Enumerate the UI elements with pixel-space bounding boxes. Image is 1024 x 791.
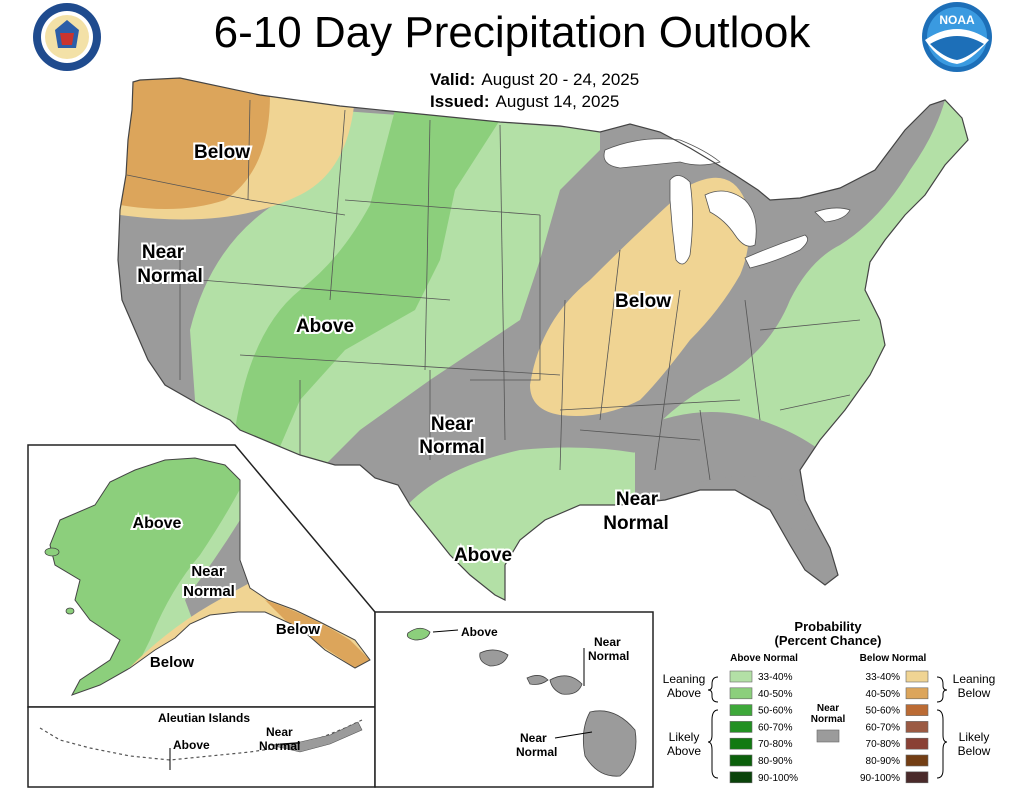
noaa-logo-icon: NOAA	[922, 2, 992, 72]
hawaii-near-bottom-1: Near	[520, 731, 547, 745]
legend-below-swatch	[905, 754, 929, 767]
issued-value: August 14, 2025	[495, 92, 620, 111]
legend-below-label: 80-90%	[866, 756, 901, 767]
legend-below-label: 70-80%	[866, 739, 901, 750]
issued-date: Issued: August 14, 2025	[430, 92, 619, 112]
legend-below-label: 50-60%	[866, 706, 901, 717]
label-se-near-1: Near	[616, 489, 659, 510]
legend-above-swatch	[729, 754, 753, 767]
legend-below-swatch	[905, 737, 929, 750]
valid-dates: Valid: August 20 - 24, 2025	[430, 70, 639, 90]
hawaii-near-top-2: Normal	[588, 649, 629, 663]
legend-below-swatch	[905, 687, 929, 700]
aleutian-title: Aleutian Islands	[158, 711, 250, 725]
legend-below-label: 33-40%	[866, 672, 901, 683]
conus-outline	[117, 77, 969, 601]
legend-below-swatch	[905, 704, 929, 716]
label-midwest-below: Below	[615, 291, 671, 312]
label-plains-near-2: Normal	[419, 437, 484, 458]
label-west-near-1: Near	[142, 242, 185, 263]
noaa-logo-text: NOAA	[939, 13, 975, 27]
legend-title-2: (Percent Chance)	[775, 633, 882, 648]
alaska-inset: Above Near Normal Below Below	[27, 444, 376, 708]
legend-near-2: Normal	[811, 714, 846, 725]
legend-above-header: Above Normal	[730, 653, 798, 664]
legend-likely-above-2: Above	[667, 744, 701, 758]
aleutian-inset: Aleutian Islands Above Near Normal	[27, 706, 376, 788]
legend-leaning-above-2: Above	[667, 686, 701, 700]
legend-above-label: 33-40%	[758, 672, 793, 683]
legend-leaning-above-1: Leaning	[663, 672, 706, 686]
ak-label-near-2: Normal	[183, 583, 235, 600]
hawaii-near-bottom-2: Normal	[516, 745, 557, 759]
page-title: 6-10 Day Precipitation Outlook	[213, 8, 811, 57]
issued-label: Issued:	[430, 92, 490, 111]
label-se-near-2: Normal	[603, 513, 668, 534]
label-plains-near-1: Near	[431, 414, 474, 435]
legend-above-label: 40-50%	[758, 689, 793, 700]
hawaii-above: Above	[461, 625, 498, 639]
legend-above-swatch	[729, 670, 753, 683]
legend-likely-below-2: Below	[958, 744, 991, 758]
legend: Probability (Percent Chance) Above Norma…	[663, 619, 996, 784]
legend-below-swatch	[905, 670, 929, 683]
valid-value: August 20 - 24, 2025	[481, 70, 640, 89]
label-rockies-above: Above	[296, 316, 354, 337]
legend-above-label: 90-100%	[758, 773, 798, 784]
aleutian-above: Above	[173, 738, 210, 752]
legend-near-1: Near	[817, 703, 839, 714]
legend-above-label: 50-60%	[758, 706, 793, 717]
valid-label: Valid:	[430, 70, 476, 89]
aleutian-near-2: Normal	[259, 739, 300, 753]
legend-likely-below-1: Likely	[959, 730, 990, 744]
legend-title-1: Probability	[794, 619, 862, 634]
legend-below-header: Below Normal	[860, 653, 927, 664]
legend-below-label: 40-50%	[866, 689, 901, 700]
legend-leaning-below-1: Leaning	[953, 672, 996, 686]
aleutian-near-1: Near	[266, 725, 293, 739]
ak-label-near-1: Near	[191, 563, 225, 580]
hawaii-inset: Above Near Normal Near Normal	[374, 611, 654, 788]
label-west-near-2: Normal	[137, 266, 202, 287]
legend-above-swatch	[729, 737, 753, 750]
legend-above-label: 60-70%	[758, 722, 793, 733]
legend-above-swatch	[729, 771, 753, 784]
legend-above-label: 70-80%	[758, 739, 793, 750]
ak-label-below-se: Below	[276, 621, 321, 638]
legend-below-swatch	[905, 771, 929, 784]
legend-above-swatch	[729, 704, 753, 716]
legend-above-swatch	[729, 721, 753, 733]
legend-below-swatch	[905, 721, 929, 733]
hawaii-near-top-1: Near	[594, 635, 621, 649]
label-texas-above: Above	[454, 545, 512, 566]
legend-above-label: 80-90%	[758, 756, 793, 767]
doc-seal-icon	[33, 3, 101, 71]
ak-label-above: Above	[133, 515, 182, 532]
legend-below-label: 60-70%	[866, 722, 901, 733]
ak-label-below-sw: Below	[150, 654, 195, 671]
legend-leaning-below-2: Below	[958, 686, 991, 700]
state-borders	[126, 99, 861, 481]
legend-likely-above-1: Likely	[669, 730, 700, 744]
label-nw-below: Below	[194, 142, 250, 163]
legend-near-swatch	[816, 729, 840, 743]
legend-above-swatch	[729, 687, 753, 700]
legend-below-label: 90-100%	[860, 773, 900, 784]
great-lakes	[603, 138, 851, 269]
